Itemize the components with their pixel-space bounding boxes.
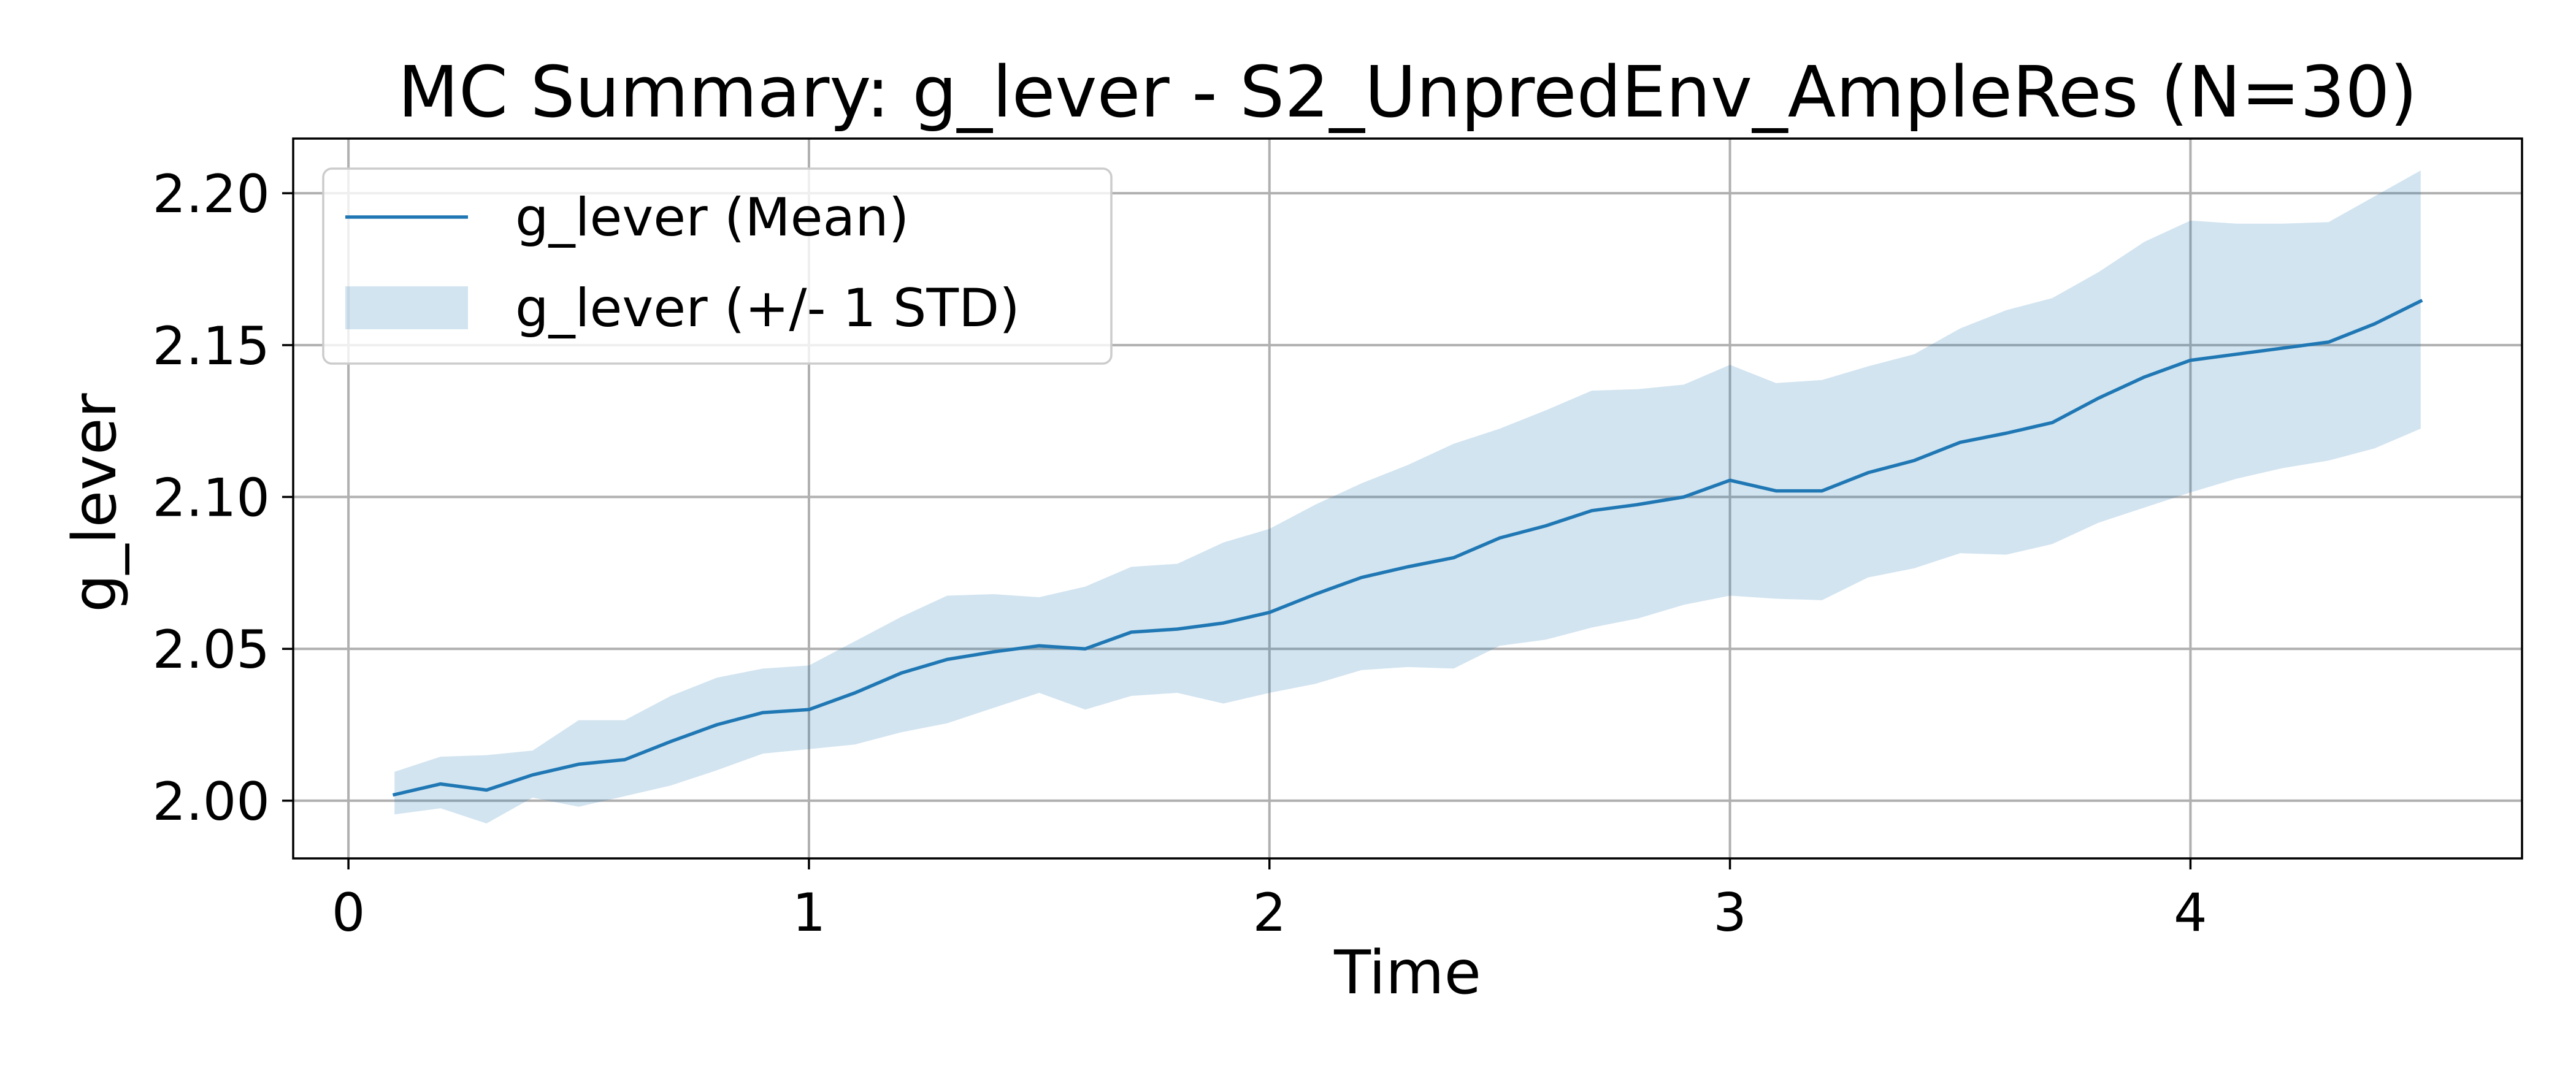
y-tick-label: 2.05 (153, 619, 270, 681)
legend-label-mean: g_lever (Mean) (515, 187, 909, 248)
y-tick-label: 2.20 (153, 164, 270, 225)
y-axis-title: g_lever (60, 393, 130, 613)
x-axis-title: Time (1333, 938, 1481, 1008)
axis-ticks: 0 1 2 3 4 2.00 2.05 2.10 2.15 2.20 (153, 164, 2207, 944)
y-tick-label: 2.15 (153, 316, 270, 377)
x-tick-label: 2 (1252, 882, 1286, 944)
y-tick-label: 2.00 (153, 771, 270, 833)
mean-line (392, 299, 2423, 797)
x-tick-label: 3 (1713, 882, 1747, 944)
legend: g_lever (Mean) g_lever (+/- 1 STD) (322, 167, 1113, 365)
x-tick-label: 1 (792, 882, 826, 944)
legend-swatch-std (345, 286, 468, 329)
std-band (394, 170, 2421, 823)
mean-line-layer (392, 299, 2423, 797)
plot-frame (292, 137, 2523, 860)
x-tick-label: 4 (2174, 882, 2207, 944)
x-tick-label: 0 (332, 882, 366, 944)
std-band-layer (394, 170, 2421, 823)
chart-title: MC Summary: g_lever - S2_UnpredEnv_Ample… (398, 52, 2418, 134)
y-tick-label: 2.10 (153, 468, 270, 529)
legend-frame (322, 167, 1113, 365)
legend-label-std: g_lever (+/- 1 STD) (515, 278, 1020, 339)
